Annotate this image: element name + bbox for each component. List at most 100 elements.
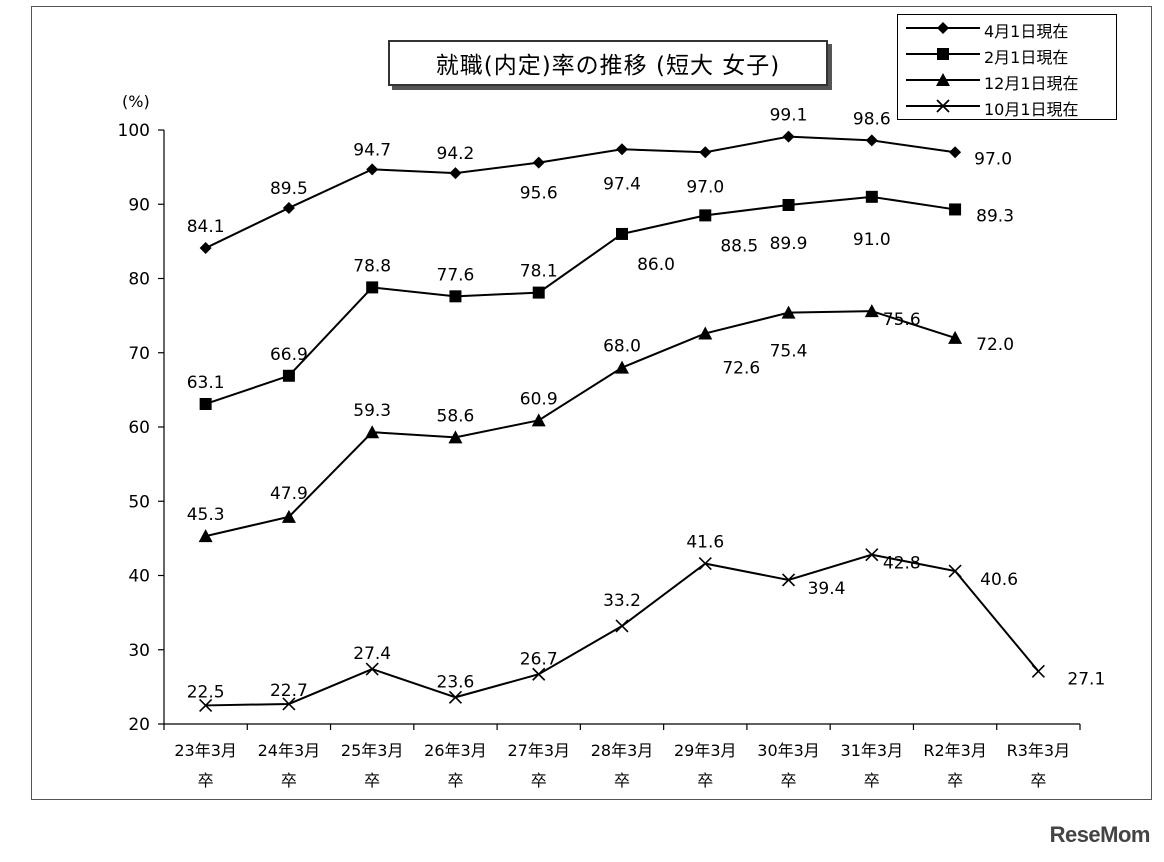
series-line-2: [205, 310, 956, 538]
data-point-3-b: [199, 698, 213, 713]
y-axis-unit: (%): [122, 92, 150, 111]
data-point-1: [865, 190, 878, 203]
data-point-2: [781, 305, 796, 319]
data-label: 39.4: [808, 579, 846, 599]
data-point-0: [199, 242, 212, 255]
data-label: 23.6: [437, 672, 475, 692]
data-label: 27.4: [353, 644, 391, 664]
legend-label: 4月1日現在: [984, 22, 1069, 41]
series-line-0: [205, 135, 956, 249]
x-tick-label: R2年3月: [923, 741, 986, 760]
data-label: 84.1: [187, 217, 225, 237]
data-point-1: [782, 198, 795, 211]
data-label: 22.5: [187, 682, 225, 702]
legend-item-dec: 12月1日現在: [898, 67, 1118, 93]
data-point-0: [865, 134, 878, 147]
legend-label: 12月1日現在: [984, 74, 1079, 93]
data-point-2: [948, 330, 963, 344]
legend-item-feb: 2月1日現在: [898, 41, 1118, 67]
data-point-3-b: [282, 697, 296, 711]
data-point-3-b: [948, 564, 962, 578]
x-tick-label: 28年3月: [591, 741, 654, 760]
data-point-1: [366, 281, 379, 294]
data-label: 89.3: [976, 206, 1014, 226]
data-label: 77.6: [437, 265, 475, 285]
data-label: 75.6: [883, 310, 921, 330]
legend-item-oct: 10月1日現在: [898, 93, 1118, 119]
data-label: 75.4: [770, 342, 808, 362]
legend-label: 2月1日現在: [984, 48, 1069, 67]
data-point-2: [698, 326, 713, 340]
legend-label: 10月1日現在: [984, 100, 1079, 119]
y-tick-label: 50: [128, 492, 150, 512]
chart-frame: [31, 6, 1152, 800]
data-label: 22.7: [270, 681, 308, 701]
data-label: 91.0: [853, 230, 891, 250]
data-label: 98.6: [853, 109, 891, 129]
chart-title: 就職(内定)率の推移 (短大 女子): [388, 40, 828, 86]
x-tick-label: R3年3月: [1007, 741, 1070, 760]
x-tick-label: 27年3月: [507, 741, 570, 760]
data-label: 63.1: [187, 373, 225, 393]
data-point-2: [531, 413, 546, 427]
data-label: 99.1: [770, 106, 808, 126]
data-point-3-b: [532, 667, 546, 681]
data-label: 97.0: [686, 177, 724, 197]
data-point-1: [449, 290, 462, 303]
data-point-2: [198, 529, 213, 543]
data-point-3-b: [698, 557, 712, 571]
y-tick-label: 20: [128, 715, 150, 735]
data-label: 68.0: [603, 337, 641, 357]
data-label: 42.8: [883, 554, 921, 574]
legend-diamond-icon: [906, 22, 980, 34]
data-label: 27.1: [1067, 669, 1105, 689]
data-point-1: [616, 227, 628, 240]
data-point-1: [199, 397, 212, 410]
data-point-2: [365, 425, 380, 439]
legend: 4月1日現在 2月1日現在 12月1日現在 10月1日現在: [897, 14, 1117, 120]
data-point-3-b: [365, 662, 379, 676]
x-tick-label-sub: 卒: [281, 771, 297, 790]
x-tick-label-sub: 卒: [364, 771, 380, 790]
x-tick-label: 30年3月: [757, 741, 820, 760]
x-tick-label-sub: 卒: [1030, 771, 1046, 790]
data-label: 94.2: [437, 144, 475, 164]
data-point-2: [864, 304, 879, 318]
data-label: 41.6: [686, 533, 724, 553]
x-tick-label-sub: 卒: [614, 771, 630, 790]
data-label: 47.9: [270, 484, 308, 504]
data-point-0: [949, 146, 962, 159]
data-label: 60.9: [520, 389, 558, 409]
data-label: 88.5: [720, 236, 758, 256]
data-label: 78.1: [520, 262, 558, 282]
data-label: 45.3: [187, 505, 225, 525]
data-point-1: [532, 286, 545, 299]
legend-triangle-icon: [906, 73, 980, 86]
data-label: 94.7: [353, 140, 391, 160]
data-point-3-b: [615, 619, 629, 633]
data-label: 89.5: [270, 179, 308, 199]
data-point-0: [532, 156, 545, 169]
data-label: 89.9: [770, 234, 808, 254]
data-point-0: [616, 143, 628, 156]
data-label: 59.3: [353, 401, 391, 421]
x-tick-label-sub: 卒: [198, 771, 214, 790]
y-tick-label: 100: [118, 121, 150, 141]
series-line-1: [205, 195, 956, 405]
x-tick-label: 24年3月: [258, 741, 321, 760]
data-point-0: [699, 146, 712, 159]
data-point-0: [282, 201, 295, 214]
data-point-0: [782, 130, 795, 143]
data-point-3-b: [448, 690, 463, 704]
x-tick-label-sub: 卒: [781, 771, 797, 790]
data-label: 95.6: [520, 184, 558, 204]
data-label: 97.0: [974, 149, 1012, 169]
data-point-1: [699, 209, 712, 222]
y-tick-label: 60: [128, 418, 150, 438]
data-point-0: [366, 163, 379, 176]
data-point-2: [615, 360, 629, 374]
data-point-1: [949, 203, 962, 216]
data-label: 72.6: [722, 358, 760, 378]
y-tick-label: 70: [128, 344, 150, 364]
